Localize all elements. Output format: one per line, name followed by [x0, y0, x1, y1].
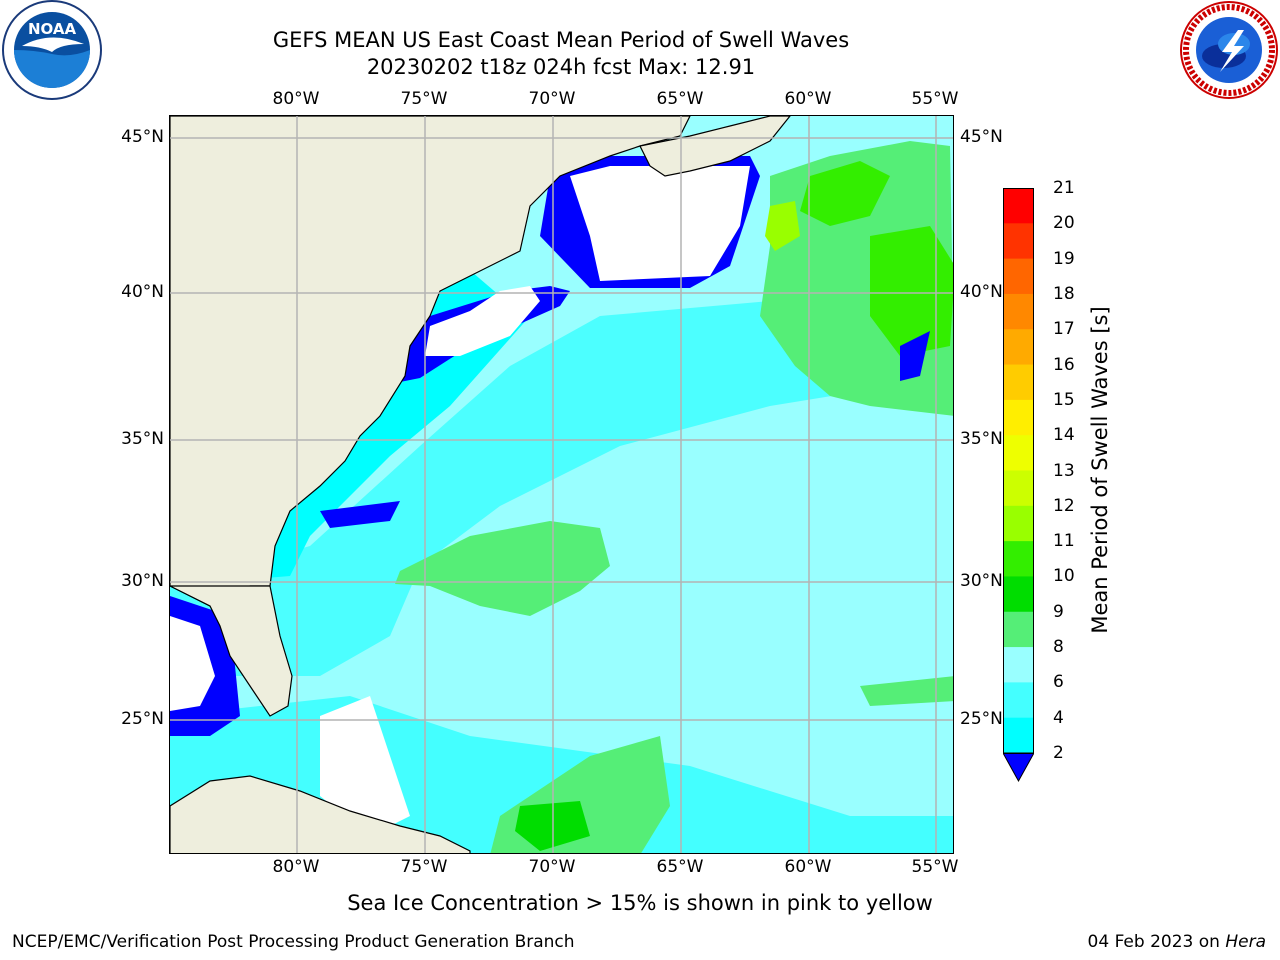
chart-title: GEFS MEAN US East Coast Mean Period of S… [272, 28, 850, 52]
lon-label-bottom-60w: 60°W [784, 857, 832, 877]
lon-label-top-80w: 80°W [272, 89, 320, 109]
colorbar-tick-label: 2 [1053, 743, 1064, 763]
chart-subtitle: 20230202 t18z 024h fcst Max: 12.91 [366, 55, 756, 79]
colorbar-tick-label: 6 [1053, 672, 1064, 693]
lon-label-bottom-70w: 70°W [528, 857, 576, 877]
no-data-bahamas [320, 696, 410, 836]
lat-label-right-30n: 30°N [960, 571, 1003, 591]
swell-9-10s-central [395, 521, 610, 616]
swell-11-12s [765, 201, 800, 251]
colorbar-segment [1003, 293, 1034, 330]
colorbar-segment [1003, 258, 1034, 295]
map-panel[interactable] [169, 115, 954, 854]
colorbar-segment [1003, 682, 1034, 719]
footer-credit: NCEP/EMC/Verification Post Processing Pr… [12, 932, 575, 952]
lon-label-bottom-55w: 55°W [911, 857, 959, 877]
colorbar-frame [1003, 188, 1034, 754]
colorbar-segment [1003, 364, 1034, 401]
colorbar-segment [1003, 717, 1034, 754]
footer-date: 04 Feb 2023 on Hera [1088, 932, 1266, 952]
land-nova-scotia [639, 116, 791, 177]
lon-label-top-65w: 65°W [656, 89, 704, 109]
colorbar-tick-label: 12 [1053, 495, 1075, 516]
colorbar-tick-label: 4 [1053, 707, 1064, 728]
noaa-logo-text: NOAA [28, 20, 77, 38]
colorbar-tick-label: 14 [1053, 425, 1075, 446]
lon-label-bottom-65w: 65°W [656, 857, 704, 877]
colorbar [1002, 188, 1035, 783]
lat-label-left-45n: 45°N [121, 127, 164, 147]
noaa-logo: NOAA [0, 0, 104, 100]
lat-label-right-40n: 40°N [960, 282, 1003, 302]
colorbar-segment [1003, 470, 1034, 507]
no-data-gulf-of-maine [570, 166, 750, 281]
swell-2-4s-carolina [320, 501, 400, 528]
swell-10-11s-a [800, 161, 890, 226]
lon-label-bottom-80w: 80°W [272, 857, 320, 877]
lat-label-right-45n: 45°N [960, 127, 1003, 147]
colorbar-title: Mean Period of Swell Waves [s] [1088, 306, 1112, 634]
colorbar-segment [1003, 611, 1034, 648]
colorbar-tick-label: 13 [1053, 460, 1075, 481]
swell-2-4s-east [900, 331, 930, 381]
lat-label-left-30n: 30°N [121, 571, 164, 591]
lon-label-top-75w: 75°W [400, 89, 448, 109]
land-cuba [170, 775, 471, 853]
lat-label-left-35n: 35°N [121, 429, 164, 449]
colorbar-segment [1003, 505, 1034, 542]
colorbar-segment [1003, 399, 1034, 436]
colorbar-tick-label: 19 [1053, 248, 1075, 269]
colorbar-tick-label: 9 [1053, 601, 1064, 622]
colorbar-tick-label: 16 [1053, 354, 1075, 375]
national-weather-service-logo [1178, 0, 1280, 100]
colorbar-tick-label: 20 [1053, 213, 1075, 234]
lat-label-right-25n: 25°N [960, 709, 1003, 729]
no-data-gulf [170, 616, 215, 711]
lat-label-right-35n: 35°N [960, 429, 1003, 449]
land-florida [170, 585, 293, 717]
colorbar-segment [1003, 188, 1034, 224]
colorbar-segment [1003, 435, 1034, 471]
swell-9-10s-east [860, 676, 953, 706]
swell-6-8s-region [170, 296, 953, 676]
colorbar-tick-label: 18 [1053, 283, 1075, 304]
no-data-shelf [425, 286, 540, 356]
colorbar-tick-label: 15 [1053, 389, 1075, 410]
footer-host: Hera [1225, 932, 1266, 952]
lat-label-left-25n: 25°N [121, 709, 164, 729]
colorbar-tick-label: 8 [1053, 637, 1064, 658]
lon-label-top-70w: 70°W [528, 89, 576, 109]
colorbar-segment [1003, 223, 1034, 260]
lon-label-top-55w: 55°W [911, 89, 959, 109]
lon-label-bottom-75w: 75°W [400, 857, 448, 877]
colorbar-tick-label: 10 [1053, 566, 1075, 587]
footer-date-text: 04 Feb 2023 on [1087, 932, 1226, 952]
colorbar-tick-label: 21 [1053, 178, 1075, 198]
colorbar-tick-label: 17 [1053, 319, 1075, 340]
graticule [170, 116, 953, 853]
colorbar-svg [1002, 188, 1035, 783]
colorbar-extend-arrow [1002, 752, 1035, 783]
colorbar-segment [1003, 329, 1034, 366]
lon-label-top-60w: 60°W [784, 89, 832, 109]
lat-label-left-40n: 40°N [121, 282, 164, 302]
colorbar-segment [1003, 647, 1034, 683]
map-svg [170, 116, 953, 853]
colorbar-segment [1003, 576, 1034, 613]
sea-ice-footnote: Sea Ice Concentration > 15% is shown in … [347, 891, 933, 915]
swell-10-11s-b [870, 226, 953, 356]
colorbar-segment [1003, 541, 1034, 577]
colorbar-tick-label: 11 [1053, 531, 1075, 552]
